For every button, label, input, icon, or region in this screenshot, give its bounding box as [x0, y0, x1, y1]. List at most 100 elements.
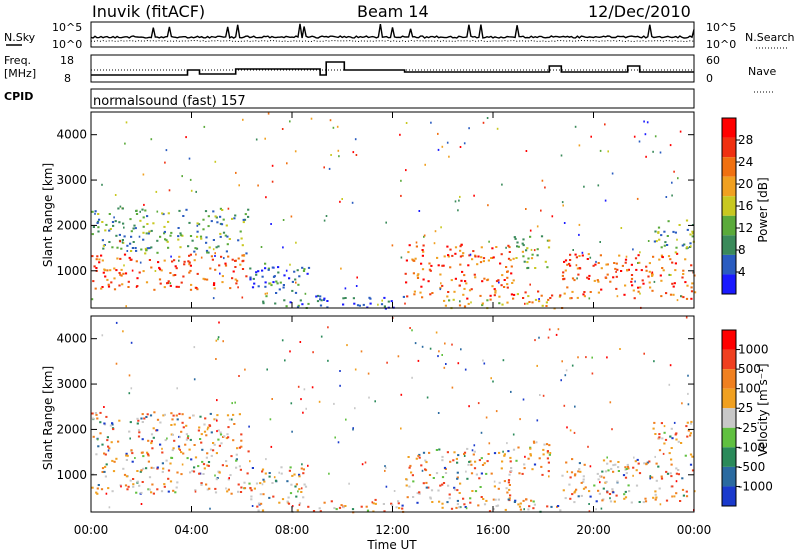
noise-panel: N.Sky N.Search 10^5 10^0 10^5 10^0: [4, 21, 795, 51]
heat-cell: [529, 453, 532, 456]
heat-cell: [181, 421, 184, 424]
heat-cell: [441, 284, 444, 287]
heat-cell: [457, 362, 460, 365]
heat-cell: [574, 125, 577, 128]
heat-cell: [507, 479, 511, 482]
heat-cell: [583, 295, 586, 298]
heat-cell: [560, 379, 562, 382]
heat-cell: [479, 486, 482, 488]
heat-cell: [602, 476, 606, 479]
heat-cell: [507, 257, 511, 260]
heat-cell: [237, 286, 239, 289]
heat-cell: [611, 428, 613, 431]
heat-cell: [652, 496, 655, 499]
heat-cell: [681, 477, 684, 480]
heat-cell: [429, 496, 432, 499]
heat-cell: [303, 268, 306, 271]
heat-cell: [96, 417, 99, 420]
heat-cell: [146, 451, 149, 454]
heat-cell: [514, 499, 517, 502]
heat-cell: [472, 453, 475, 456]
heat-cell: [658, 449, 662, 452]
heat-cell: [544, 260, 547, 263]
heat-cell: [530, 248, 533, 251]
heat-cell: [181, 175, 183, 178]
heat-cell: [351, 508, 355, 511]
heat-cell: [405, 169, 407, 172]
heat-cell: [426, 396, 429, 399]
heat-cell: [239, 468, 242, 471]
heat-cell: [490, 257, 493, 259]
heat-cell: [294, 291, 298, 294]
heat-cell: [242, 218, 245, 221]
heat-cell: [507, 498, 510, 501]
heat-cell: [142, 216, 145, 219]
heat-cell: [620, 270, 623, 272]
heat-cell: [117, 207, 120, 210]
heat-cell: [643, 352, 645, 355]
heat-cell: [473, 444, 476, 447]
heat-cell: [615, 262, 618, 265]
heat-cell: [660, 254, 663, 257]
heat-cell: [670, 274, 672, 276]
heat-cell: [231, 277, 234, 280]
heat-cell: [356, 276, 358, 279]
heat-cell: [441, 476, 445, 479]
heat-cell: [609, 401, 612, 404]
heat-cell: [156, 251, 159, 254]
heat-cell: [170, 231, 173, 234]
heat-cell: [207, 225, 210, 228]
power-scatter: [91, 112, 697, 310]
heat-cell: [572, 249, 574, 251]
heat-cell: [646, 461, 649, 464]
heat-cell: [163, 483, 166, 486]
heat-cell: [115, 269, 118, 272]
heat-cell: [134, 227, 137, 230]
heat-cell: [406, 496, 409, 499]
heat-cell: [167, 477, 170, 480]
heat-cell: [327, 326, 329, 329]
heat-cell: [194, 247, 197, 250]
heat-cell: [141, 421, 144, 423]
heat-cell: [340, 267, 342, 270]
heat-cell: [593, 279, 596, 282]
heat-cell: [690, 297, 693, 300]
heat-cell: [215, 246, 218, 249]
heat-cell: [333, 402, 335, 405]
heat-cell: [96, 438, 99, 441]
heat-cell: [107, 283, 110, 286]
heat-cell: [655, 240, 658, 243]
heat-cell: [175, 486, 178, 489]
heat-cell: [165, 149, 168, 152]
heat-cell: [166, 282, 170, 284]
heat-cell: [167, 469, 171, 472]
heat-cell: [205, 456, 208, 459]
heat-cell: [462, 252, 465, 255]
heat-cell: [483, 277, 486, 280]
heat-cell: [441, 264, 444, 267]
heat-cell: [578, 468, 581, 471]
heat-cell: [253, 487, 256, 490]
heat-cell: [97, 484, 100, 486]
heat-cell: [299, 299, 302, 302]
heat-cell: [638, 501, 641, 503]
heat-cell: [169, 284, 172, 287]
heat-cell: [476, 263, 479, 266]
heat-cell: [630, 277, 634, 280]
heat-cell: [510, 272, 513, 275]
heat-cell: [142, 467, 145, 470]
heat-cell: [506, 301, 509, 304]
heat-cell: [323, 219, 326, 222]
heat-cell: [497, 498, 500, 501]
heat-cell: [512, 297, 515, 300]
heat-cell: [365, 505, 368, 508]
heat-cell: [525, 208, 527, 210]
heat-cell: [653, 421, 656, 424]
heat-cell: [666, 244, 669, 246]
heat-cell: [212, 442, 215, 444]
heat-cell: [369, 297, 372, 300]
colorbar-swatch: [722, 118, 736, 138]
heat-cell: [478, 459, 481, 462]
heat-cell: [319, 295, 322, 298]
heat-cell: [139, 219, 142, 222]
